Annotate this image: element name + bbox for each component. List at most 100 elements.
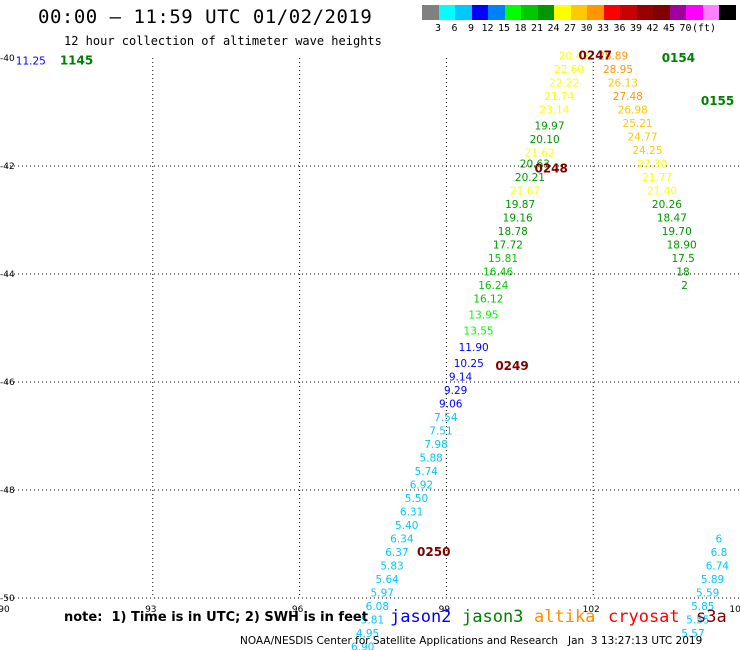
- legend-swatch: [686, 5, 703, 20]
- x-tick-label: 90: [0, 605, 10, 615]
- wave-height-point: 11.25: [16, 56, 46, 68]
- credit-line: NOAA/NESDIS Center for Satellite Applica…: [240, 635, 703, 647]
- legend-swatch: [554, 5, 571, 20]
- wave-height-point: 21.77: [642, 172, 672, 184]
- legend-swatch: [570, 5, 588, 20]
- wave-height-point: 19.87: [505, 199, 535, 211]
- legend-label: 36: [613, 23, 626, 34]
- wave-height-point: 5.83: [380, 561, 403, 573]
- wave-height-point: 25.21: [623, 118, 653, 130]
- wave-height-point: 13.95: [468, 310, 498, 322]
- legend-swatch: [603, 5, 621, 20]
- satellite-cryosat: cryosat: [608, 607, 680, 627]
- x-tick-label: 96: [292, 605, 304, 615]
- wave-height-point: 6: [716, 534, 723, 546]
- wave-height-point: 7.54: [434, 412, 458, 424]
- legend-swatch: [488, 5, 505, 20]
- x-tick-label: 99: [439, 605, 451, 615]
- x-tick-label: 105: [729, 605, 740, 615]
- y-tick-label: -40: [0, 54, 15, 64]
- y-tick-label: -44: [0, 270, 15, 280]
- wave-height-point: 20.49: [559, 50, 589, 62]
- legend-swatch: [422, 5, 439, 20]
- wave-height-point: 17.5: [671, 253, 694, 265]
- wave-height-point: 18: [676, 266, 689, 278]
- wave-height-point: 16.24: [478, 280, 508, 292]
- satellite-jason3: jason3: [462, 607, 524, 627]
- chart-subtitle: 12 hour collection of altimeter wave hei…: [64, 34, 382, 48]
- wave-height-point: 5.88: [419, 453, 442, 465]
- wave-height-point: 5.97: [371, 588, 394, 600]
- wave-height-point: 20.10: [530, 134, 560, 146]
- legend-label: 27: [563, 23, 577, 34]
- y-tick-label: -46: [0, 378, 15, 388]
- wave-height-point: 21.74: [544, 91, 574, 103]
- legend-swatch: [504, 5, 522, 20]
- footer-note: note: 1) Time is in UTC; 2) SWH is in fe…: [64, 610, 368, 625]
- wave-height-point: 5.57: [681, 628, 704, 640]
- chart-title: 00:00 – 11:59 UTC 01/02/2019: [38, 6, 373, 28]
- wave-height-point: 22.60: [554, 64, 584, 76]
- wave-height-point: 2: [681, 280, 688, 292]
- wave-height-point: 20.26: [652, 199, 682, 211]
- legend-label: (ft): [692, 23, 717, 34]
- wave-height-point: 28.95: [603, 64, 633, 76]
- y-tick-label: -42: [0, 162, 15, 172]
- time-label: 0250: [417, 545, 450, 559]
- wave-height-point: 28.89: [598, 50, 628, 62]
- wave-height-point: 9.14: [449, 372, 473, 384]
- time-label: 0155: [701, 94, 734, 108]
- legend-swatch: [537, 5, 555, 20]
- wave-height-point: 10.25: [454, 358, 484, 370]
- wave-height-point: 24.25: [632, 145, 662, 157]
- wave-height-point: 6.34: [390, 534, 414, 546]
- wave-height-point: 9.29: [444, 385, 467, 397]
- time-label: 0249: [495, 359, 528, 373]
- wave-height-point: 6.08: [366, 601, 389, 613]
- legend-label: 18: [514, 23, 527, 34]
- wave-height-point: 21.67: [510, 185, 540, 197]
- wave-height-point: 23.14: [539, 104, 569, 116]
- wave-height-point: 16.46: [483, 266, 513, 278]
- legend-label: 12: [481, 23, 494, 34]
- wave-height-point: 5.50: [405, 493, 428, 505]
- wave-height-point: 18.90: [667, 239, 697, 251]
- axis-ticks: 90 93 96 99 102 105 -40 -42 -44 -46 -48 -50: [0, 54, 740, 615]
- wave-height-point: 5.89: [701, 574, 724, 586]
- wave-height-point: 26.13: [608, 77, 638, 89]
- satellite-altika: altika: [534, 607, 596, 627]
- wave-height-point: 22.22: [549, 77, 579, 89]
- legend-swatch: [669, 5, 687, 20]
- wave-height-point: 6.37: [385, 547, 408, 559]
- wave-height-point: 4.95: [356, 628, 379, 640]
- legend-label: 70: [679, 23, 692, 34]
- wave-height-point: 20.21: [515, 172, 545, 184]
- legend-label: 3: [434, 23, 442, 34]
- wave-height-point: 21.40: [647, 185, 677, 197]
- legend-label: 33: [596, 23, 610, 34]
- wave-height-point: 21.62: [525, 148, 555, 160]
- wave-height-point: 18.78: [498, 226, 528, 238]
- legend-label: 15: [497, 23, 511, 34]
- wave-height-point: 6.31: [400, 507, 423, 519]
- y-tick-label: -50: [0, 594, 15, 604]
- legend-swatch: [719, 5, 736, 20]
- wave-height-point: 6.8: [711, 547, 728, 559]
- satellite-s3a: s3a: [696, 607, 727, 627]
- wave-height-point: 6.92: [410, 480, 433, 492]
- wave-height-point: 19.16: [503, 212, 533, 224]
- legend-swatch: [471, 5, 489, 20]
- legend-swatch: [620, 5, 637, 20]
- wave-height-point: 6.90: [351, 642, 374, 650]
- legend-swatch: [587, 5, 604, 20]
- legend-label: 6: [451, 23, 458, 34]
- wave-height-point: 22.30: [637, 158, 667, 170]
- wave-height-point: 19.70: [662, 226, 692, 238]
- time-label: 0247: [579, 48, 612, 62]
- wave-height-point: 7.98: [424, 439, 447, 451]
- legend-label: 21: [530, 23, 544, 34]
- wave-height-point: 5.64: [375, 574, 399, 586]
- legend-label: 24: [547, 23, 560, 34]
